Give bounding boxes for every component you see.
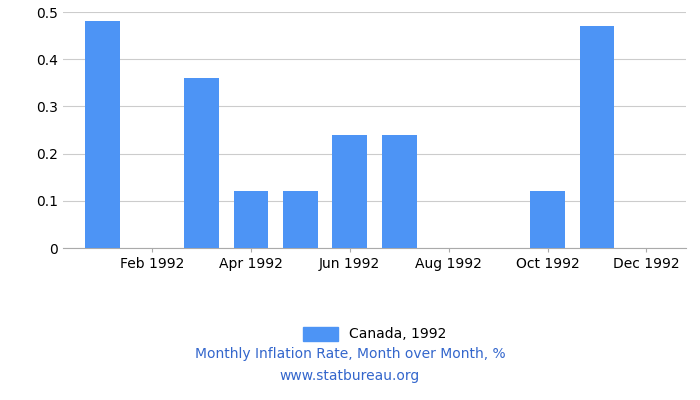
Text: Monthly Inflation Rate, Month over Month, %: Monthly Inflation Rate, Month over Month… [195,347,505,361]
Bar [234,191,268,248]
Text: www.statbureau.org: www.statbureau.org [280,369,420,383]
Bar [580,26,615,248]
Bar [332,135,367,248]
Bar [184,78,218,248]
Bar [85,22,120,248]
Bar [283,191,318,248]
Bar [382,135,416,248]
Bar [531,191,565,248]
Legend: Canada, 1992: Canada, 1992 [298,321,452,347]
